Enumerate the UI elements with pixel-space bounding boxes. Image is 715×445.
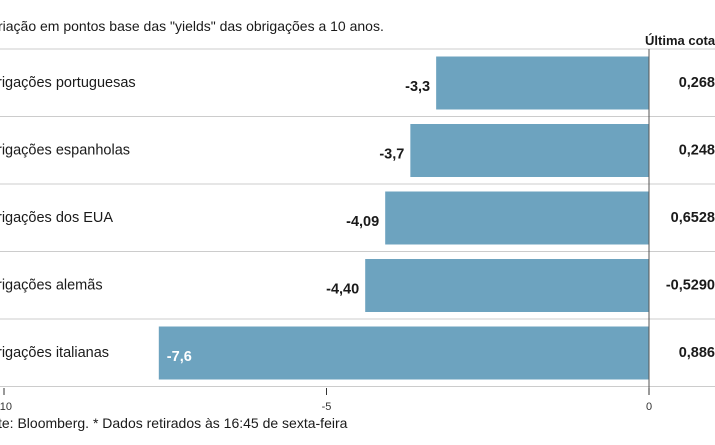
bar [365, 259, 649, 312]
last-quote-value: 0,886 [679, 345, 715, 361]
chart-rows: rigações portuguesas -3,3 0,268 rigações es… [0, 48, 715, 387]
bar [436, 56, 649, 110]
last-quote-value: 0,248 [679, 143, 715, 159]
category-label: rigações alemãs [0, 278, 103, 294]
last-quote-column-header: Última cotação [645, 33, 715, 48]
last-quote-value: 0,268 [679, 75, 715, 91]
x-tick-label: 0 [646, 401, 652, 413]
category-label: rigações espanholas [0, 143, 130, 159]
x-tick-label: -10 [0, 401, 12, 413]
x-axis: -10 -5 0 [0, 49, 652, 413]
value-label: -3,3 [405, 79, 430, 95]
category-label: rigações dos EUA [0, 210, 113, 226]
bar [158, 326, 650, 380]
value-label: -3,7 [379, 147, 404, 163]
category-label: rigações portuguesas [0, 75, 136, 91]
bar [385, 191, 649, 245]
chart-source: te: Bloomberg. * Dados retirados às 16:4… [0, 415, 348, 431]
value-label: -7,6 [167, 349, 192, 365]
bar [410, 124, 649, 177]
category-label: rigações italianas [0, 345, 109, 361]
last-quote-value: 0,6528 [671, 210, 715, 226]
chart-subtitle: riação em pontos base das "yields" das o… [0, 18, 384, 34]
x-tick-label: -5 [322, 401, 332, 413]
value-label: -4,09 [346, 214, 379, 230]
value-label: -4,40 [326, 282, 359, 298]
last-quote-value: -0,5290 [666, 278, 715, 294]
